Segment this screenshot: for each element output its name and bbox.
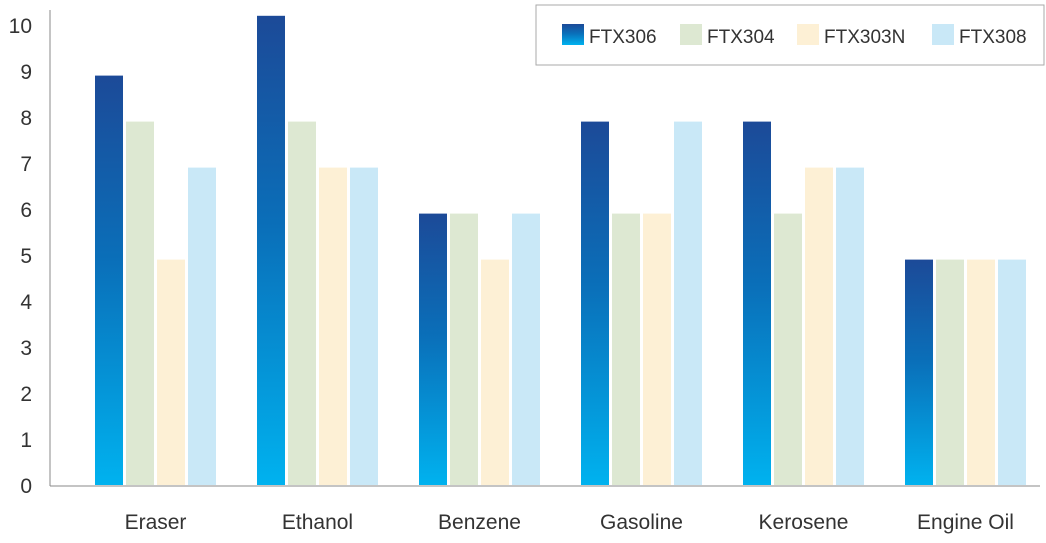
- bars: [95, 15, 1026, 486]
- y-tick-label: 7: [20, 153, 32, 176]
- y-tick-label: 3: [20, 337, 32, 360]
- bar: [512, 213, 540, 485]
- bar: [188, 167, 216, 485]
- bar: [288, 121, 316, 485]
- legend-label: FTX308: [959, 27, 1027, 48]
- x-tick-label: Gasoline: [600, 511, 683, 534]
- y-tick-label: 9: [20, 61, 32, 84]
- legend-label: FTX303N: [824, 27, 905, 48]
- bar: [481, 259, 509, 485]
- x-tick-label: Benzene: [438, 511, 521, 534]
- y-tick-label: 4: [20, 291, 32, 314]
- bar: [743, 121, 771, 485]
- legend-swatch: [680, 24, 702, 45]
- y-tick-label: 10: [9, 15, 32, 38]
- bar: [643, 213, 671, 485]
- bar: [257, 15, 285, 486]
- y-tick-label: 1: [20, 429, 32, 452]
- bar: [805, 167, 833, 485]
- x-tick-label: Eraser: [125, 511, 187, 534]
- x-tick-label: Engine Oil: [917, 511, 1014, 534]
- bar: [674, 121, 702, 485]
- bar: [774, 213, 802, 485]
- x-tick-label: Kerosene: [759, 511, 849, 534]
- legend-label: FTX304: [707, 27, 775, 48]
- bar: [836, 167, 864, 485]
- x-tick-label: Ethanol: [282, 511, 353, 534]
- legend: FTX306 FTX304 FTX303N FTX308: [535, 4, 1045, 66]
- bar: [936, 259, 964, 485]
- bar: [581, 121, 609, 485]
- y-tick-label: 5: [20, 245, 32, 268]
- bar: [126, 121, 154, 485]
- bar: [998, 259, 1026, 485]
- bar: [612, 213, 640, 485]
- y-tick-label: 8: [20, 107, 32, 130]
- bar: [95, 75, 123, 485]
- legend-label: FTX306: [589, 27, 657, 48]
- bar: [905, 259, 933, 485]
- legend-swatch: [932, 24, 954, 45]
- bar: [319, 167, 347, 485]
- axes: [49, 10, 1040, 487]
- axis-labels: 0 1 2 3 4 5 6 7 8 9 10 Eraser Ethanol Benzene Gasoline…: [9, 15, 1014, 534]
- y-tick-label: 2: [20, 383, 32, 406]
- legend-swatch: [562, 24, 584, 45]
- y-tick-label: 0: [20, 475, 32, 498]
- bar: [350, 167, 378, 485]
- legend-box: [535, 4, 1045, 66]
- y-tick-label: 6: [20, 199, 32, 222]
- bar: [157, 259, 185, 485]
- bar: [450, 213, 478, 485]
- bar: [419, 213, 447, 485]
- legend-swatch: [797, 24, 819, 45]
- bar: [967, 259, 995, 485]
